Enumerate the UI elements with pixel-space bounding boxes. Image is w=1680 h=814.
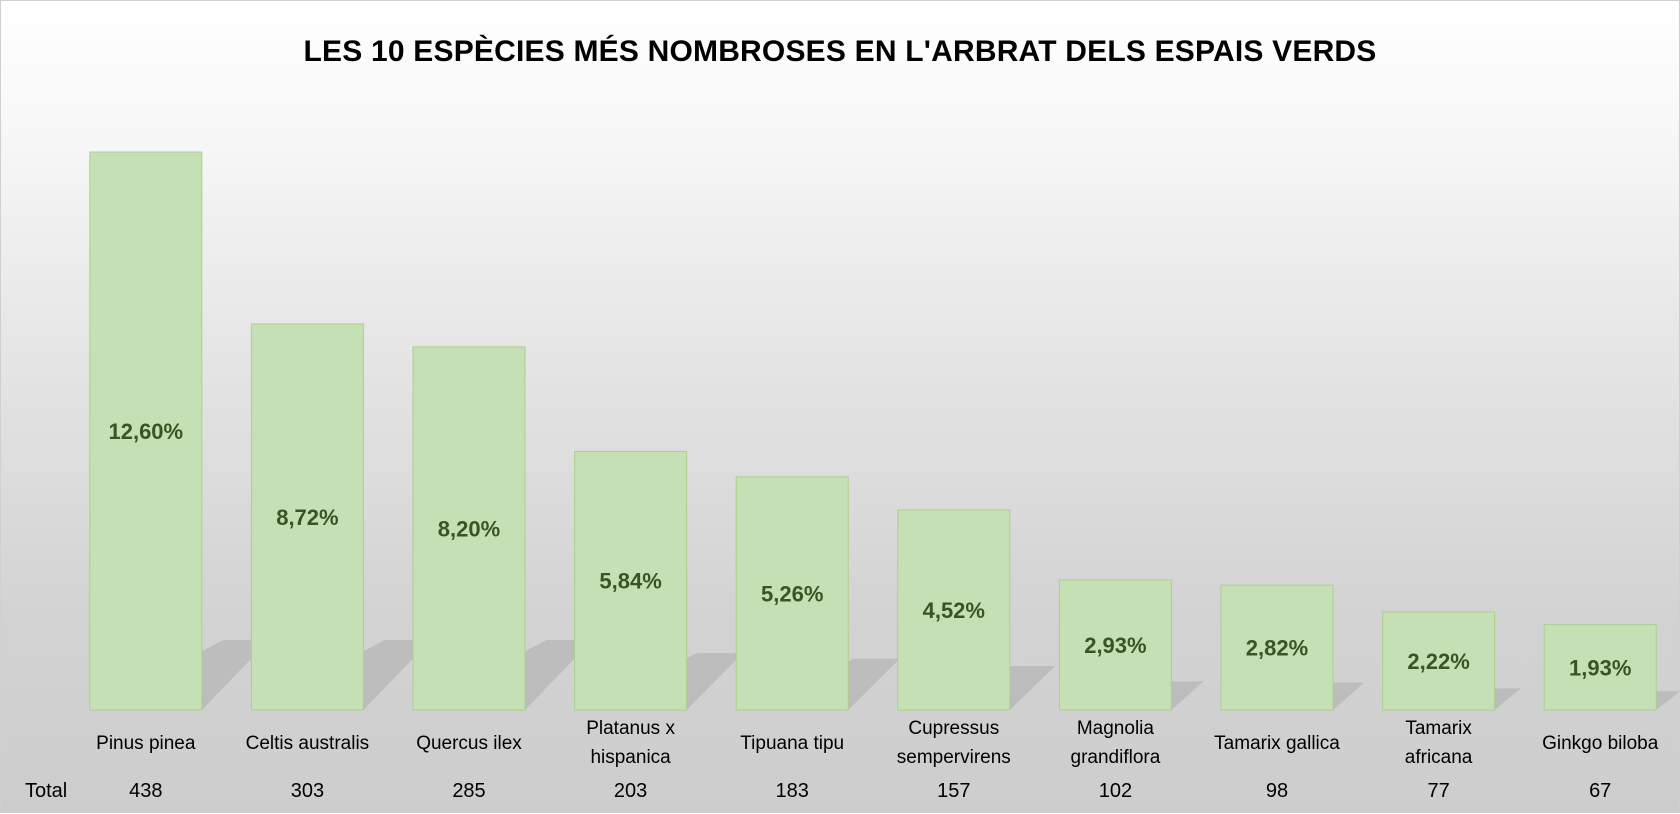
bar [250,323,364,711]
total-value: 285 [452,780,485,802]
total-value: 203 [614,780,647,802]
bar [1220,584,1334,711]
bar [412,346,526,711]
category-label: Tamarix africana [1405,718,1473,768]
data-label: 2,93% [1084,633,1146,658]
data-label: 8,20% [438,516,500,541]
chart-title: LES 10 ESPÈCIES MÉS NOMBROSES EN L'ARBRA… [303,35,1377,68]
data-label: 5,84% [599,569,661,594]
bar [1058,579,1172,711]
data-label: 1,93% [1569,655,1631,680]
total-value: 98 [1266,780,1288,802]
category-label: Quercus ilex [416,733,522,754]
data-label: 4,52% [923,598,985,623]
category-label: Tipuana tipu [740,733,844,754]
data-labels: 12,60% 8,72% 8,20% 5,84% 5,26% 4,52% 2,93% 2,82… [108,419,1631,680]
category-label: Pinus pinea [96,733,196,754]
data-table-row: Total 438 303 285 203 183 157 102 98 77 67 [25,780,1611,802]
data-label: 8,72% [276,505,338,530]
total-value: 102 [1099,780,1132,802]
data-label: 2,82% [1246,636,1308,661]
category-labels: Pinus pinea Celtis australis Quercus ilex P… [96,718,1659,768]
category-label: Cupressus sempervirens [897,718,1011,768]
bar [735,476,849,711]
category-label: Celtis australis [246,733,370,754]
category-label: Tamarix gallica [1214,733,1340,754]
table-row-label: Total [25,780,67,802]
bar [1543,624,1657,711]
bar [574,450,688,711]
category-label: Platanus x hispanica [586,718,675,768]
total-value: 183 [776,780,809,802]
category-label: Ginkgo biloba [1542,733,1659,754]
bar [89,151,203,711]
bar [1382,611,1496,711]
total-value: 77 [1427,780,1449,802]
total-value: 303 [291,780,324,802]
data-label: 12,60% [108,419,183,444]
bars [89,151,1657,711]
total-value: 438 [129,780,162,802]
total-value: 157 [937,780,970,802]
data-label: 2,22% [1407,649,1469,674]
total-value: 67 [1589,780,1611,802]
data-label: 5,26% [761,581,823,606]
category-label: Magnolia grandiflora [1071,718,1161,768]
bar [897,509,1011,711]
